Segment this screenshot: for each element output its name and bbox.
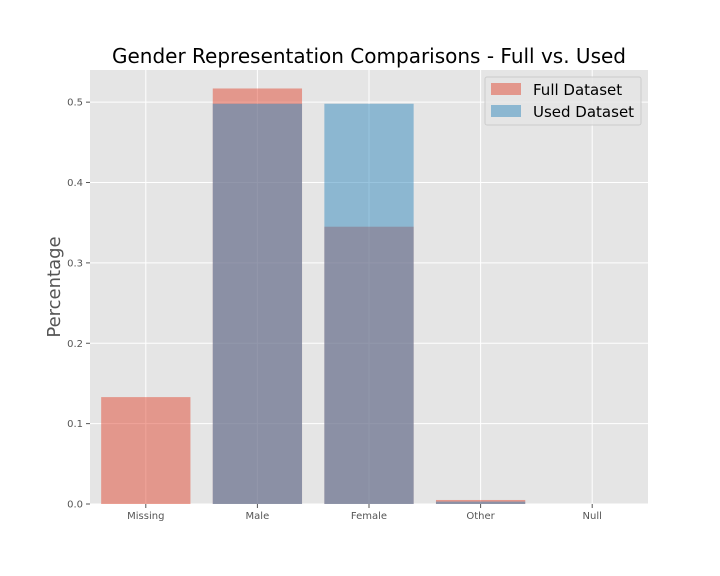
bar-used-male xyxy=(212,103,303,504)
bars xyxy=(101,88,526,505)
legend-swatch-used xyxy=(491,105,521,117)
y-tick-label: 0.1 xyxy=(67,419,83,430)
legend-swatch-full xyxy=(491,83,521,95)
y-tick-label: 0.5 xyxy=(67,98,83,109)
legend-box xyxy=(484,76,642,126)
legend-label-used: Used Dataset xyxy=(533,103,634,121)
bar-full-missing xyxy=(101,397,191,504)
x-tick-label: Missing xyxy=(127,511,164,522)
bar-used-other xyxy=(435,501,526,504)
y-tick-label: 0.0 xyxy=(67,500,83,511)
legend: Full Dataset Used Dataset xyxy=(484,76,642,126)
y-tick-label: 0.2 xyxy=(67,339,83,350)
chart-title: Gender Representation Comparisons - Full… xyxy=(112,44,626,68)
y-axis-label: Percentage xyxy=(44,236,65,337)
y-axis: 0.0 0.1 0.2 0.3 0.4 0.5 xyxy=(67,98,90,511)
legend-label-full: Full Dataset xyxy=(533,81,622,99)
x-tick-label: Other xyxy=(466,511,495,522)
x-tick-label: Null xyxy=(583,511,602,522)
y-tick-label: 0.4 xyxy=(67,178,83,189)
x-tick-label: Male xyxy=(246,511,270,522)
x-tick-label: Female xyxy=(351,511,387,522)
y-tick-label: 0.3 xyxy=(67,258,83,269)
bar-used-female xyxy=(324,103,414,504)
x-axis: Missing Male Female Other Null xyxy=(127,504,602,522)
